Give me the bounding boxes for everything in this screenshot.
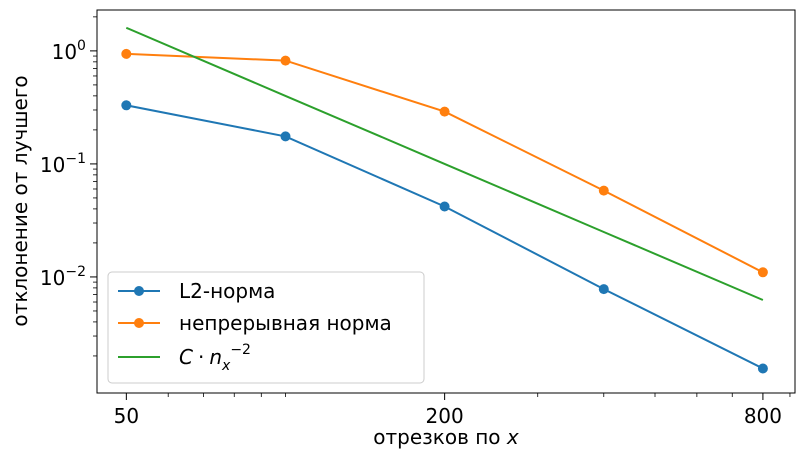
legend-marker-continuous [134,318,144,328]
legend-label-reference: C · nx−2 [179,342,251,374]
y-tick-label: 10−2 [40,264,86,290]
y-axis-ticks: 100 10−1 10−2 [40,16,97,357]
y-axis-label: отклонение от лучшего [8,75,32,326]
legend-entry-reference: C · nx−2 [118,342,251,374]
series-0-point-1 [280,131,291,142]
series-0-point-2 [439,201,450,212]
legend-ref-dot: · [198,345,204,369]
legend-ref-n: n [209,345,222,369]
x-axis-label-var: x [506,425,519,449]
series-0-point-4 [757,363,768,374]
series-layer [121,26,768,374]
legend-label-l2: L2-норма [179,279,275,303]
legend-label-continuous: непрерывная норма [179,311,392,335]
legend-box [107,271,425,384]
y-tick-label: 10−1 [40,151,86,177]
series-0-point-0 [121,100,132,111]
legend-ref-c: C [179,345,193,369]
series-1-point-0 [121,48,132,59]
legend-entry-l2: L2-норма [118,279,275,303]
plot-frame [96,9,796,394]
plot-area [96,9,796,394]
y-tick-label: 100 [52,38,86,64]
x-axis-ticks: 50 200 800 [114,393,791,428]
series-1-point-1 [280,55,291,66]
series-0-point-3 [598,284,609,295]
x-axis-label-text: отрезков по [373,425,507,449]
x-axis-label: отрезков по x [373,425,519,449]
legend-ref-sub: x [221,358,231,374]
x-tick-label: 200 [426,404,464,428]
legend-marker-l2 [134,286,144,296]
series-1-point-2 [439,106,450,117]
x-tick-label: 800 [744,404,782,428]
series-1-point-4 [757,267,768,278]
legend: L2-норма непрерывная норма C · nx−2 [107,271,425,384]
x-tick-label: 50 [114,404,139,428]
series-1-point-3 [598,185,609,196]
legend-entry-continuous: непрерывная норма [118,311,392,335]
legend-ref-sup: −2 [230,342,251,358]
series-line-2 [125,26,764,301]
